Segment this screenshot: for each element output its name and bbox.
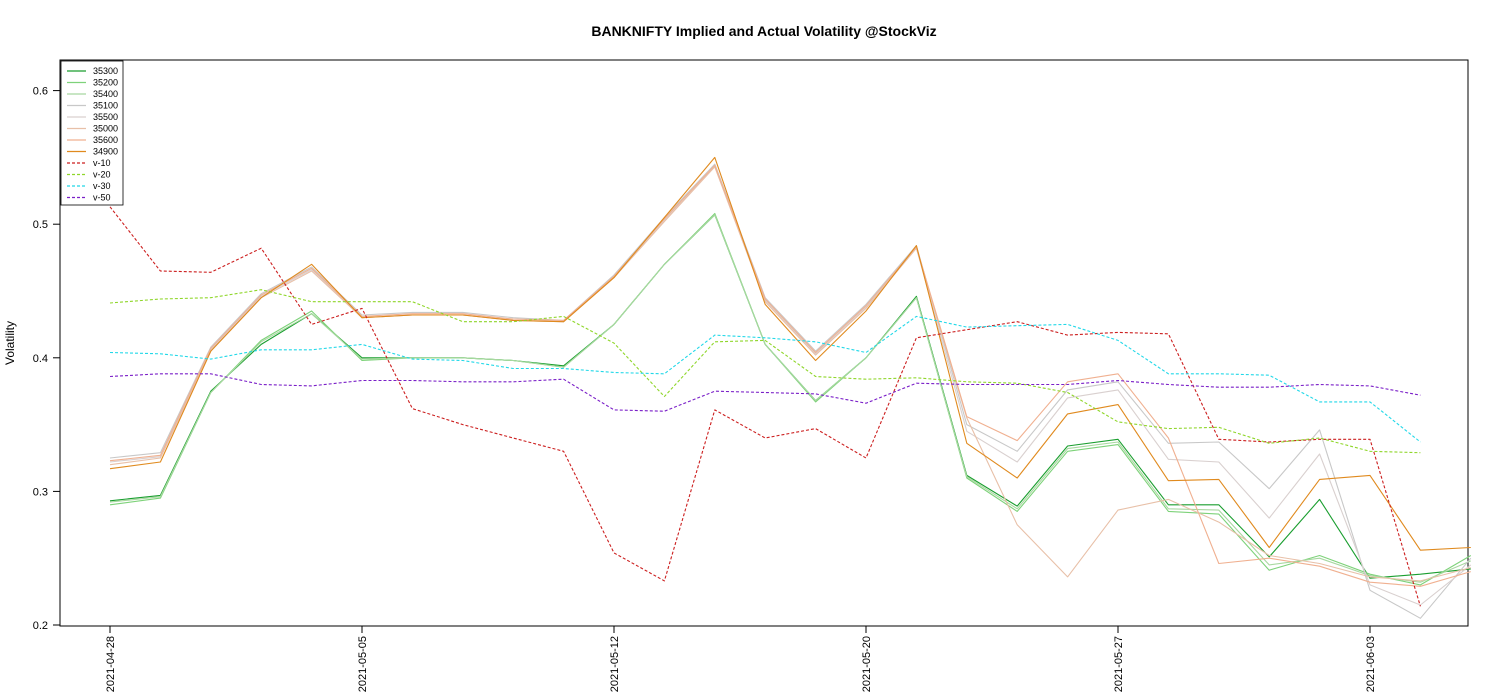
x-tick-label: 2021-05-05: [357, 636, 369, 692]
y-tick-label: 0.6: [33, 86, 48, 98]
legend-label: 35300: [93, 66, 118, 76]
x-tick-label: 2021-05-12: [609, 636, 621, 692]
legend-label: 35400: [93, 89, 118, 99]
y-tick-label: 0.3: [33, 486, 48, 498]
y-tick-label: 0.4: [33, 353, 48, 365]
x-tick-label: 2021-04-28: [105, 636, 117, 692]
legend-label: 35200: [93, 78, 118, 88]
series-line-35600: [109, 164, 1471, 587]
series-line-v-10: [109, 206, 1421, 607]
series-line-35000: [109, 166, 1471, 582]
legend-label: 35100: [93, 101, 118, 111]
x-tick-label: 2021-05-20: [861, 636, 873, 692]
series-line-v-20: [109, 289, 1421, 454]
x-axis: 2021-04-28 2021-05-05 2021-05-12 2021-05-20…: [105, 626, 1377, 692]
legend-label: v-50: [93, 193, 111, 203]
legend-box: [60, 60, 124, 206]
legend-label: 35000: [93, 124, 118, 134]
y-tick-label: 0.2: [33, 620, 48, 632]
legend-label: 35500: [93, 112, 118, 122]
legend-label: 34900: [93, 147, 118, 157]
legend-label: v-30: [93, 181, 111, 191]
series-line-v-30: [109, 315, 1421, 443]
y-axis: 0.2 0.3 0.4 0.5 0.6: [33, 86, 60, 632]
x-tick-label: 2021-05-27: [1113, 636, 1125, 692]
legend-label: 35600: [93, 135, 118, 145]
plot-frame: [59, 59, 1469, 627]
y-tick-label: 0.5: [33, 219, 48, 231]
series-layer: [109, 156, 1472, 619]
series-line-35400: [109, 214, 1472, 583]
series-line-35100: [109, 163, 1472, 619]
y-axis-label: Volatility: [3, 321, 17, 365]
x-tick-label: 2021-06-03: [1365, 636, 1377, 692]
legend-label: v-20: [93, 170, 111, 180]
series-line-34900: [109, 156, 1471, 551]
chart-title: BANKNIFTY Implied and Actual Volatility …: [591, 23, 936, 39]
series-line-v-50: [109, 373, 1421, 412]
legend-label: v-10: [93, 158, 111, 168]
